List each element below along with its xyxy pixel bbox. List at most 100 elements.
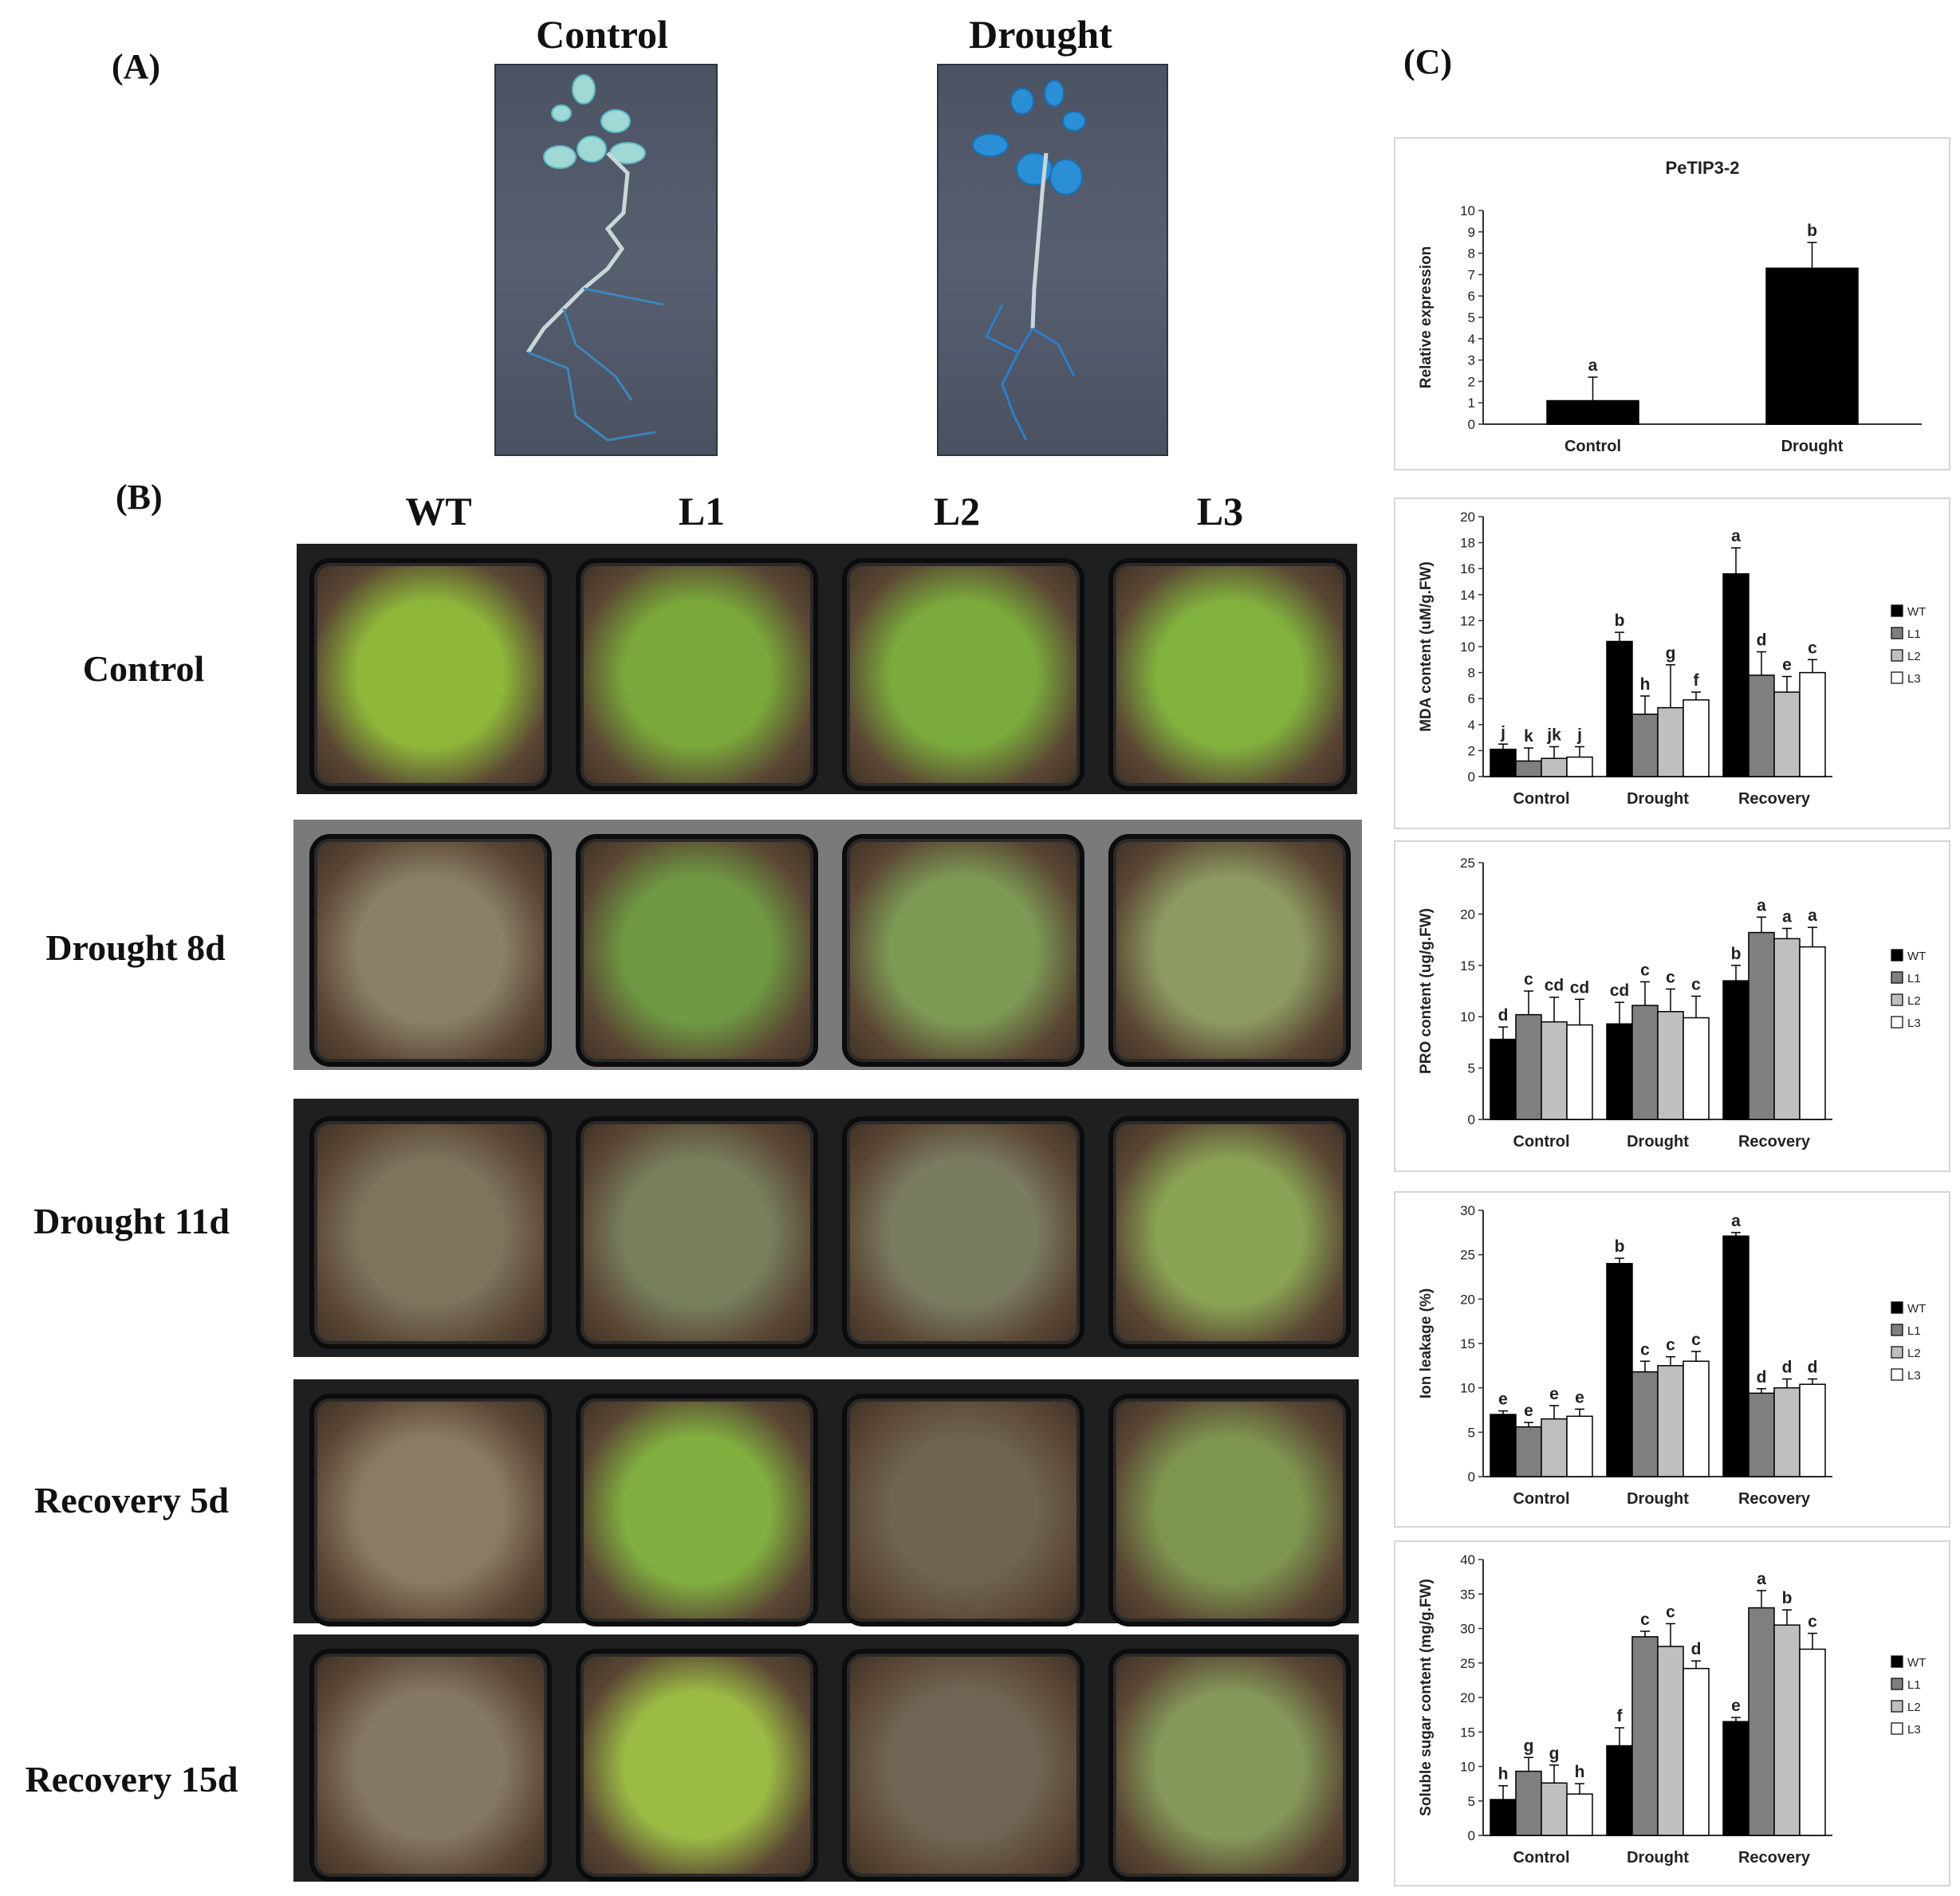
significance-letter: h	[1498, 1765, 1509, 1784]
bar	[1515, 1426, 1542, 1477]
legend-label: L3	[1907, 1017, 1921, 1030]
pot-l1-row1	[576, 558, 818, 791]
gus-drought-seedling	[972, 80, 1086, 441]
y-axis-label: MDA content (uM/g.FW)	[1418, 561, 1435, 732]
y-tick-label: 10	[1460, 1009, 1475, 1025]
bar	[1773, 691, 1801, 777]
col-label-l1: L1	[678, 489, 726, 533]
legend-swatch	[1891, 993, 1903, 1006]
chart-soluble-sugar-svg: 0 5 10 15 20 25 30 35 40 Soluble sugar content (m…	[1418, 1552, 1926, 1866]
legend-swatch	[1891, 1700, 1903, 1713]
bar	[1799, 671, 1826, 777]
pot-wt-row1	[309, 558, 552, 791]
bar	[1490, 749, 1517, 777]
y-tick-label: 3	[1468, 353, 1475, 368]
y-tick-label: 0	[1468, 417, 1475, 432]
significance-letter: e	[1782, 655, 1792, 674]
bar	[1773, 938, 1801, 1120]
significance-letter: cd	[1570, 978, 1590, 997]
significance-letter: c	[1524, 970, 1533, 989]
legend-label: WT	[1907, 950, 1926, 963]
gus-control-label: Control	[536, 12, 668, 57]
pot-l3-row5	[1108, 1649, 1351, 1882]
y-tick-label: 0	[1468, 769, 1475, 785]
bar	[1515, 1013, 1542, 1120]
legend-label: L3	[1907, 1723, 1921, 1737]
legend-swatch	[1891, 1722, 1903, 1735]
significance-letter: j	[1500, 723, 1505, 741]
y-tick-label: 20	[1460, 1292, 1475, 1307]
y-tick-label: 10	[1460, 1760, 1475, 1775]
chart-mda-svg: 0 2 4 6 8 10 12 14 16 18 20 MDA content (uM/g.FW) Co…	[1418, 509, 1926, 808]
x-category-label: Drought	[1627, 1849, 1689, 1866]
y-tick-label: 25	[1460, 1656, 1475, 1671]
pot-wt-row2	[309, 834, 552, 1067]
bar	[1631, 1371, 1659, 1477]
bar	[1515, 1770, 1542, 1836]
bar	[1566, 1024, 1593, 1120]
significance-letter: d	[1498, 1006, 1509, 1025]
legend-swatch	[1891, 1346, 1903, 1359]
significance-letter: a	[1757, 896, 1766, 915]
legend-label: WT	[1907, 1656, 1926, 1670]
y-tick-label: 15	[1460, 1725, 1475, 1740]
y-tick-label: 20	[1460, 1690, 1475, 1705]
significance-letter: j	[1576, 726, 1582, 745]
bar	[1490, 1038, 1517, 1120]
legend-label: L2	[1907, 994, 1921, 1008]
bar	[1606, 1023, 1633, 1120]
significance-letter: e	[1524, 1402, 1533, 1420]
y-tick-label: 40	[1460, 1552, 1475, 1568]
y-tick-label: 0	[1468, 1112, 1475, 1127]
significance-letter: b	[1615, 1237, 1625, 1256]
significance-letter: d	[1782, 1359, 1793, 1377]
bar	[1541, 1021, 1568, 1120]
bar	[1683, 1667, 1710, 1836]
significance-letter: c	[1691, 975, 1701, 993]
significance-letter: a	[1782, 907, 1792, 926]
col-label-l2: L2	[933, 489, 981, 533]
panel-a-letter: (A)	[112, 47, 161, 86]
y-tick-label: 5	[1468, 1061, 1475, 1076]
significance-letter: c	[1666, 968, 1675, 986]
bar	[1799, 1648, 1826, 1836]
significance-letter: cd	[1610, 981, 1630, 1000]
x-category-label: Recovery	[1738, 1849, 1811, 1866]
significance-letter: a	[1588, 356, 1598, 375]
y-axis-label: Soluble sugar content (mg/g.FW)	[1418, 1579, 1435, 1816]
significance-letter: h	[1575, 1763, 1585, 1781]
y-tick-label: 12	[1460, 613, 1475, 628]
significance-letter: c	[1640, 1611, 1650, 1629]
legend-label: L1	[1907, 1324, 1921, 1338]
y-tick-label: 6	[1468, 691, 1475, 706]
y-tick-label: 10	[1460, 1381, 1475, 1396]
legend-swatch	[1891, 1655, 1903, 1668]
bar	[1748, 1607, 1775, 1836]
bar	[1566, 1415, 1593, 1477]
x-category-label: Drought	[1627, 790, 1689, 808]
significance-letter: d	[1757, 1368, 1767, 1387]
legend-label: L1	[1907, 627, 1921, 641]
significance-letter: d	[1691, 1640, 1702, 1658]
significance-letter: c	[1640, 961, 1650, 979]
y-tick-label: 10	[1460, 203, 1475, 218]
pot-l2-row3	[842, 1116, 1084, 1349]
y-tick-label: 30	[1460, 1622, 1475, 1637]
chart-petip3-2: PeTIP3-2 0 1 2 3 4 5 6 7 8 9 10 Relative expression C…	[1394, 137, 1950, 470]
x-category-label: Recovery	[1738, 1133, 1811, 1151]
x-category-label: Control	[1513, 1490, 1569, 1508]
legend-label: L3	[1907, 672, 1921, 686]
significance-letter: k	[1524, 727, 1533, 745]
pot-wt-row4	[309, 1394, 552, 1627]
bar	[1722, 980, 1749, 1120]
gus-control-seedling	[525, 74, 664, 442]
significance-letter: e	[1731, 1697, 1741, 1715]
bar	[1657, 1646, 1684, 1836]
panel-c-letter: (C)	[1403, 42, 1453, 81]
bar	[1606, 1745, 1633, 1836]
y-tick-label: 30	[1460, 1203, 1475, 1218]
bar	[1515, 760, 1542, 777]
pot-l1-row5	[576, 1649, 818, 1882]
bar	[1683, 699, 1710, 777]
